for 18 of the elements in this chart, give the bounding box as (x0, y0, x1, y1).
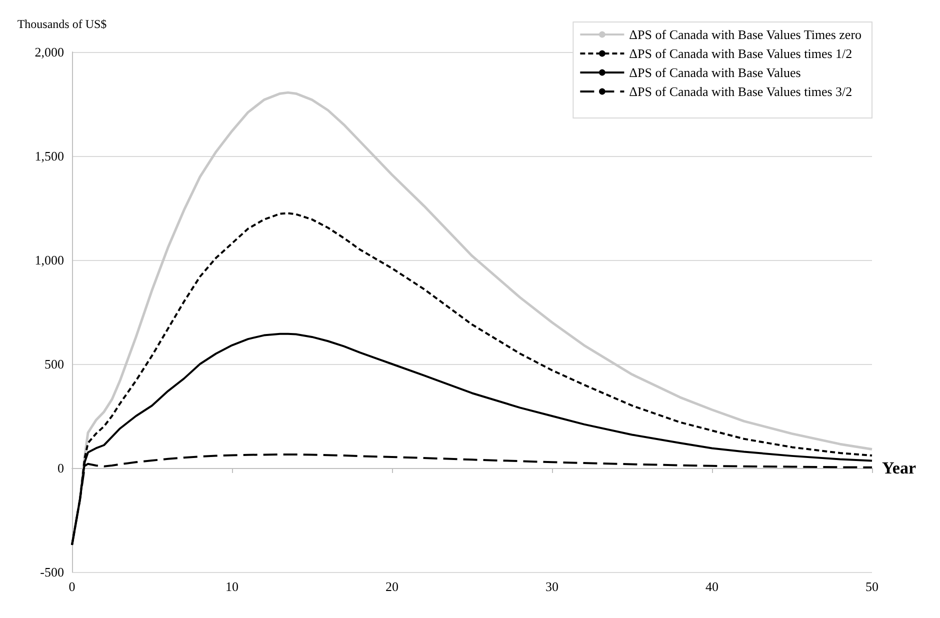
legend-label: ΔPS of Canada with Base Values times 3/2 (629, 84, 852, 99)
x-tick-label: 10 (226, 579, 238, 594)
x-axis-title: Year (882, 458, 916, 478)
y-axis-title: Thousands of US$ (17, 17, 107, 31)
y-tick-label: 0 (58, 460, 64, 476)
y-tick-label: -500 (40, 564, 64, 580)
x-tick-label: 30 (546, 579, 558, 594)
legend-label: ΔPS of Canada with Base Values (629, 65, 801, 80)
y-tick-label: 1,500 (34, 148, 64, 164)
legend-label: ΔPS of Canada with Base Values times 1/2 (629, 46, 852, 61)
y-tick-label: 500 (44, 356, 64, 372)
x-tick-label: 20 (386, 579, 398, 594)
y-tick-label: 2,000 (34, 44, 64, 60)
y-tick-label: 1,000 (34, 252, 64, 268)
legend-label: ΔPS of Canada with Base Values Times zero (629, 27, 862, 42)
x-tick-label: 50 (866, 579, 878, 594)
x-tick-label: 0 (68, 579, 76, 594)
x-tick-label: 40 (706, 579, 718, 594)
